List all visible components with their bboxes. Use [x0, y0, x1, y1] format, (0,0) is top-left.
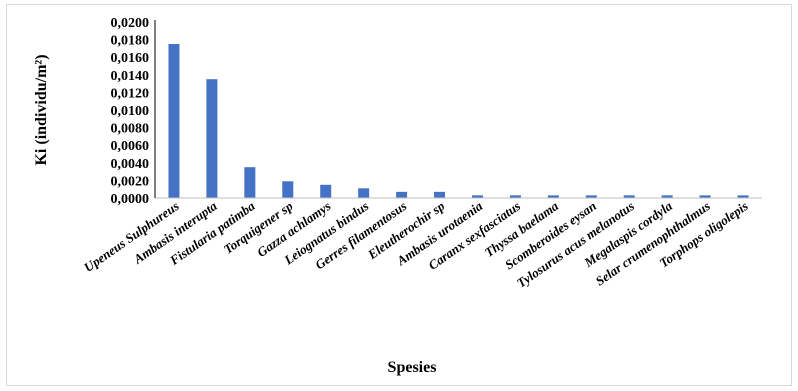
bar — [699, 195, 711, 198]
y-tick-label: 0,0100 — [111, 104, 150, 119]
y-tick-label: 0,0200 — [111, 16, 150, 31]
y-tick-label: 0,0140 — [111, 69, 150, 84]
bar — [282, 181, 294, 198]
y-axis-ticks: 0,0000 0,0020 0,0040 0,0060 0,0080 0,0100 0,01… — [111, 16, 150, 207]
y-tick-label: 0,0000 — [111, 192, 150, 207]
y-tick-label: 0,0040 — [111, 157, 150, 172]
bar — [434, 191, 446, 198]
y-axis-title: Ki (individu/m²) — [33, 54, 50, 165]
bar — [661, 195, 673, 198]
bar — [168, 44, 180, 198]
y-tick-label: 0,0160 — [111, 51, 150, 66]
bars — [168, 44, 749, 198]
y-tick-label: 0,0080 — [111, 122, 150, 137]
bar — [623, 195, 635, 198]
bar — [206, 79, 218, 198]
y-tick-label: 0,0060 — [111, 139, 150, 154]
bar — [244, 167, 256, 198]
bar — [547, 195, 559, 198]
bar — [358, 188, 370, 198]
y-tick-label: 0,0020 — [111, 174, 150, 189]
bar — [509, 195, 521, 198]
x-axis-title: Spesies — [388, 359, 437, 376]
bar — [396, 191, 408, 198]
bar — [320, 184, 332, 198]
bar — [471, 195, 483, 198]
bar — [585, 195, 597, 198]
bar — [737, 195, 749, 198]
y-tick-label: 0,0120 — [111, 86, 150, 101]
y-tick-label: 0,0180 — [111, 34, 150, 49]
